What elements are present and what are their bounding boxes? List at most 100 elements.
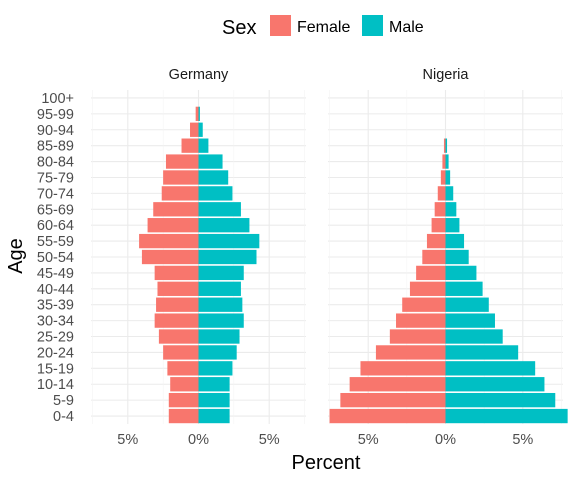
y-tick-label: 40-44 — [37, 282, 74, 298]
x-tick-label: 5% — [117, 432, 138, 448]
bar-female — [360, 361, 446, 376]
bar-male — [198, 329, 240, 344]
bar-female — [375, 345, 446, 360]
y-tick-label: 75-79 — [37, 170, 74, 186]
x-axis-title: Percent — [292, 452, 361, 474]
legend-key-male — [362, 15, 383, 36]
bar-female — [389, 329, 446, 344]
y-tick-label: 80-84 — [37, 155, 74, 171]
bar-male — [198, 377, 230, 392]
panels: Germany 5% 0% 5% Nigeria 5% 0% 5% — [91, 67, 568, 448]
bar-male — [198, 297, 243, 312]
bar-male — [198, 122, 203, 137]
bar-male — [445, 392, 556, 408]
y-tick-label: 10-14 — [37, 377, 74, 393]
bar-female — [422, 249, 446, 265]
y-tick-label: 55-59 — [37, 234, 74, 250]
bar-male — [198, 218, 250, 233]
y-tick-label: 65-69 — [37, 202, 74, 218]
y-tick-label: 90-94 — [37, 123, 74, 139]
legend-label-female: Female — [297, 19, 350, 36]
bar-male — [445, 170, 451, 185]
bar-female — [154, 313, 199, 328]
y-tick-label: 95-99 — [37, 107, 74, 123]
bar-female — [163, 345, 199, 360]
y-axis: 0-45-910-1415-1920-2425-2930-3435-3940-4… — [37, 91, 74, 425]
bar-female — [442, 154, 446, 169]
panel-title: Nigeria — [423, 67, 470, 83]
bar-male — [198, 154, 223, 169]
bar-male — [445, 186, 454, 201]
bar-female — [340, 392, 446, 408]
x-tick-label: 5% — [259, 432, 280, 448]
bar-male — [198, 138, 209, 153]
bar-male — [198, 408, 230, 424]
bar-male — [198, 249, 257, 265]
bar-female — [165, 154, 199, 169]
legend-key-female — [270, 15, 291, 36]
bar-female — [440, 170, 446, 185]
bar-female — [153, 202, 199, 217]
x-tick-label: 5% — [358, 432, 379, 448]
bar-male — [445, 297, 489, 312]
bar-female — [443, 138, 446, 153]
bar-female — [157, 281, 199, 296]
bar-female — [416, 265, 446, 281]
y-tick-label: 35-39 — [37, 298, 74, 314]
bar-male — [445, 313, 495, 328]
y-tick-label: 5-9 — [53, 393, 74, 409]
bar-female — [158, 329, 199, 344]
bar-female — [168, 408, 199, 424]
bar-male — [445, 345, 519, 360]
bar-female — [167, 361, 199, 376]
bar-male — [198, 233, 260, 249]
y-tick-label: 85-89 — [37, 139, 74, 155]
bar-female — [190, 122, 199, 137]
panel-nigeria: Nigeria 5% 0% 5% — [328, 67, 568, 448]
y-tick-label: 45-49 — [37, 266, 74, 282]
bar-female — [349, 377, 446, 392]
panel-germany: Germany 5% 0% 5% — [91, 67, 306, 448]
bar-male — [445, 408, 568, 424]
bar-male — [445, 154, 449, 169]
bar-male — [445, 377, 545, 392]
bar-male — [445, 218, 460, 233]
y-tick-label: 0-4 — [53, 409, 74, 425]
bar-female — [168, 392, 199, 408]
bar-male — [198, 265, 244, 281]
bar-male — [445, 281, 483, 296]
bar-male — [198, 202, 241, 217]
bar-female — [426, 233, 446, 249]
bar-female — [181, 138, 199, 153]
bar-female — [154, 265, 199, 281]
bar-male — [445, 361, 536, 376]
bar-female — [170, 377, 199, 392]
bar-female — [329, 408, 446, 424]
bar-male — [198, 361, 233, 376]
bar-male — [198, 281, 241, 296]
x-tick-label: 0% — [188, 432, 209, 448]
legend: Sex Female Male — [222, 15, 424, 39]
bar-female — [163, 170, 199, 185]
bar-male — [445, 249, 469, 265]
bar-male — [198, 345, 237, 360]
y-axis-title: Age — [5, 238, 27, 274]
bar-female — [141, 249, 199, 265]
bar-female — [409, 281, 446, 296]
bar-female — [402, 297, 446, 312]
bar-male — [445, 233, 465, 249]
panel-title: Germany — [169, 67, 229, 83]
y-tick-label: 60-64 — [37, 218, 74, 234]
bar-male — [445, 202, 457, 217]
bar-male — [198, 106, 200, 122]
y-tick-label: 50-54 — [37, 250, 74, 266]
x-tick-label: 0% — [435, 432, 456, 448]
bar-male — [445, 138, 448, 153]
bar-female — [156, 297, 199, 312]
x-tick-label: 5% — [512, 432, 533, 448]
y-tick-label: 20-24 — [37, 345, 74, 361]
y-tick-label: 100+ — [41, 91, 74, 107]
y-tick-label: 70-74 — [37, 186, 74, 202]
y-tick-label: 25-29 — [37, 330, 74, 346]
bar-female — [437, 186, 446, 201]
